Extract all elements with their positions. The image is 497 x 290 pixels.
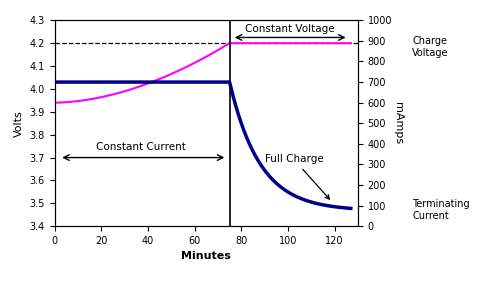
Text: Terminating
Current: Terminating Current bbox=[413, 199, 470, 220]
Text: Charge
Voltage: Charge Voltage bbox=[413, 36, 449, 58]
Y-axis label: Volts: Volts bbox=[14, 110, 24, 137]
Text: Full Charge: Full Charge bbox=[264, 155, 330, 199]
Y-axis label: mAmps: mAmps bbox=[393, 102, 403, 144]
Text: Constant Voltage: Constant Voltage bbox=[246, 24, 335, 35]
Text: Constant Current: Constant Current bbox=[96, 142, 186, 152]
X-axis label: Minutes: Minutes bbox=[181, 251, 231, 262]
